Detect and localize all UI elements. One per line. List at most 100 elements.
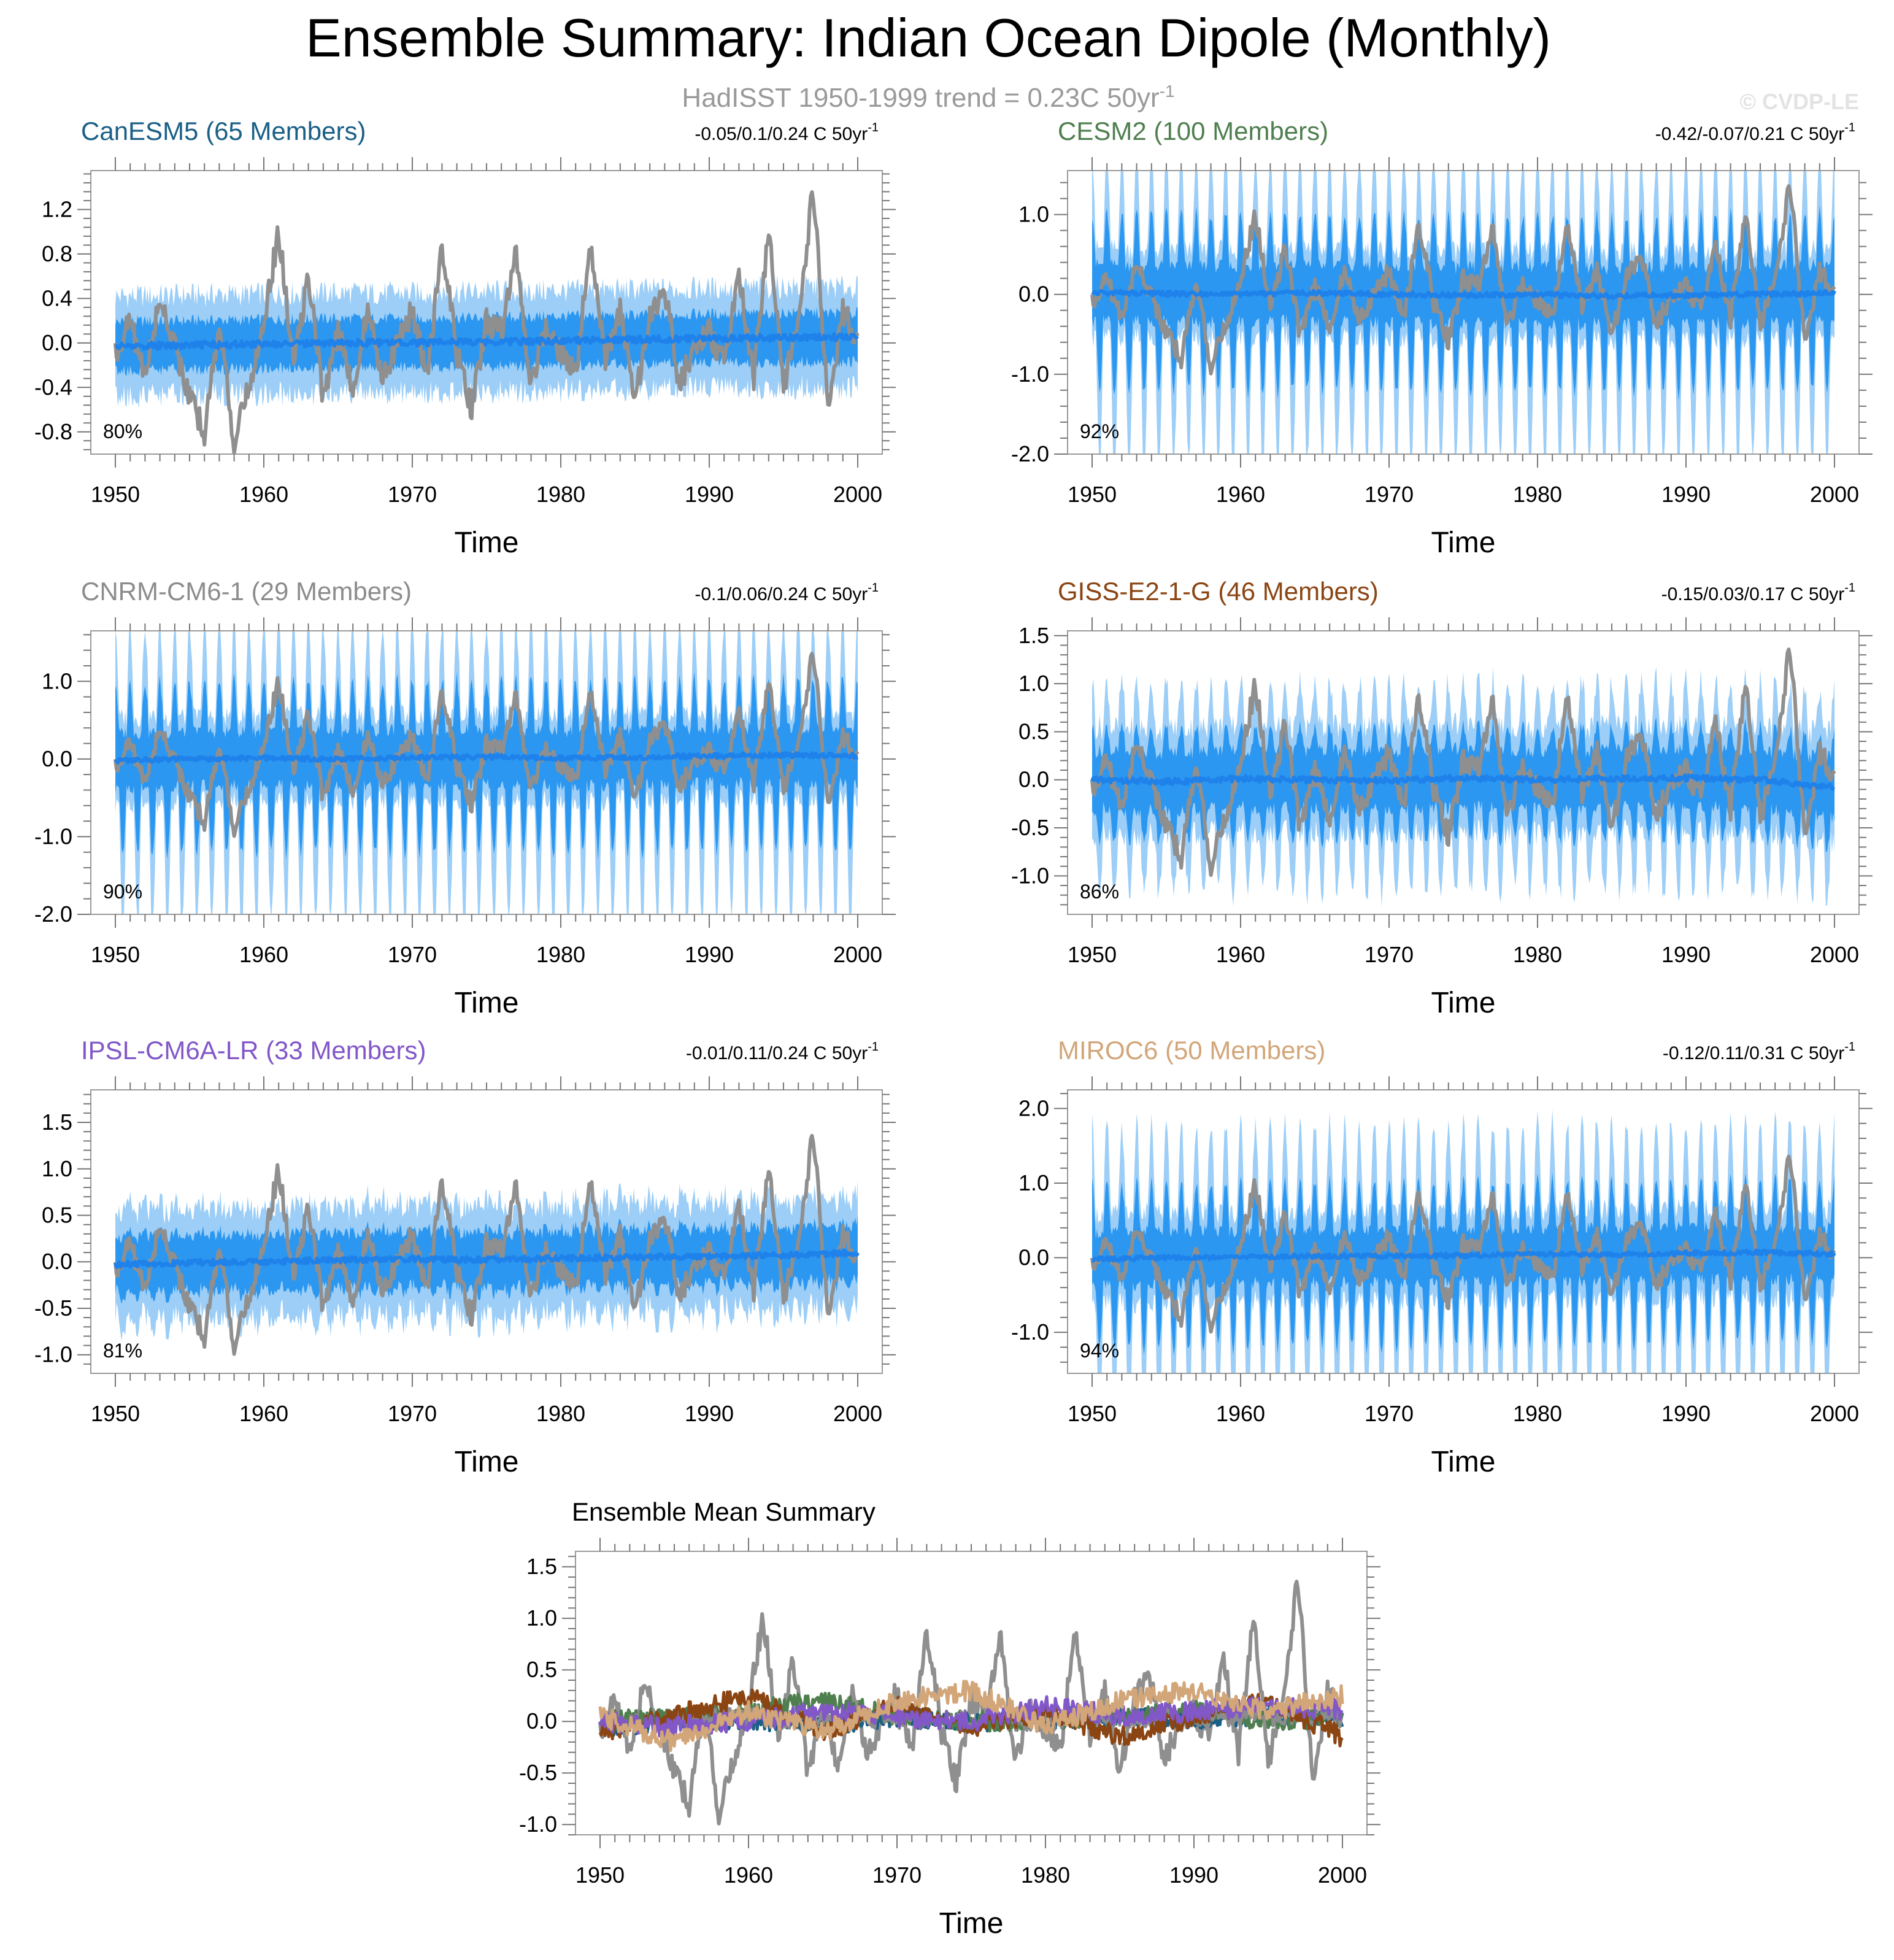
x-tick-label: 1950 bbox=[91, 942, 140, 967]
y-tick-label: -0.5 bbox=[1011, 815, 1049, 840]
y-tick-label: -1.0 bbox=[519, 1811, 557, 1837]
observation-line bbox=[1090, 647, 1836, 878]
x-tick-label: 1990 bbox=[685, 482, 734, 507]
trend-label-main: -0.1/0.06/0.24 C 50yr bbox=[695, 584, 868, 604]
observation-line bbox=[1090, 184, 1836, 376]
x-tick-label: 2000 bbox=[1810, 1401, 1859, 1426]
plot-area bbox=[598, 1580, 1344, 1826]
x-tick-label: 1990 bbox=[1661, 942, 1711, 967]
figure-subtitle: HadISST 1950-1999 trend = 0.23C 50yr-1 bbox=[682, 82, 1174, 113]
x-tick-label: 1980 bbox=[1513, 1401, 1562, 1426]
chart-panel-canesm5: 1950 1960 1970 1980 1990 2000 -0.8 -0.4 0.0 0.4 0.… bbox=[34, 117, 896, 559]
panel-title: CanESM5 (65 Members) bbox=[81, 117, 366, 145]
panel-title: IPSL-CM6A-LR (33 Members) bbox=[81, 1036, 426, 1065]
charts-container: 1950 1960 1970 1980 1990 2000 -0.8 -0.4 0.0 0.4 0.… bbox=[34, 117, 1873, 1940]
x-tick-label: 1970 bbox=[1365, 942, 1414, 967]
figure-title: Ensemble Summary: Indian Ocean Dipole (M… bbox=[306, 7, 1551, 68]
panel-title: CNRM-CM6-1 (29 Members) bbox=[81, 577, 412, 606]
trend-label-sup: -1 bbox=[868, 581, 879, 595]
x-tick-label: 1980 bbox=[536, 482, 585, 507]
chart-panel-summary: 1950 1960 1970 1980 1990 2000 -1.0 -0.5 0.0 0.5 1.… bbox=[519, 1497, 1380, 1940]
x-axis-label: Time bbox=[455, 987, 519, 1019]
panel-title: MIROC6 (50 Members) bbox=[1058, 1036, 1325, 1065]
chart-panel-miroc6: 1950 1960 1970 1980 1990 2000 -1.0 0.0 1.0 2.0 Tim… bbox=[1011, 1036, 1873, 1478]
plot-area bbox=[1090, 647, 1836, 908]
x-tick-label: 1950 bbox=[91, 482, 140, 507]
trend-label: -0.01/0.11/0.24 C 50yr-1 bbox=[686, 1040, 879, 1063]
series-line-ipsl bbox=[598, 1695, 1344, 1738]
y-tick-label: 1.0 bbox=[1018, 671, 1049, 696]
plot-area bbox=[1090, 171, 1836, 454]
x-axis-label: Time bbox=[1431, 987, 1496, 1019]
x-tick-label: 1970 bbox=[1365, 482, 1414, 507]
ensemble-mean-line bbox=[114, 1249, 860, 1269]
y-tick-label: 1.5 bbox=[526, 1554, 557, 1579]
y-tick-label: -2.0 bbox=[34, 901, 72, 927]
x-tick-label: 1970 bbox=[388, 482, 437, 507]
chart-panel-cesm2: 1950 1960 1970 1980 1990 2000 -2.0 -1.0 0.0 1.0 Ti… bbox=[1011, 117, 1873, 559]
plot-area bbox=[114, 631, 860, 914]
chart-panel-giss: 1950 1960 1970 1980 1990 2000 -1.0 -0.5 0.0 0.5 1.… bbox=[1011, 577, 1873, 1019]
x-tick-label: 1960 bbox=[239, 942, 288, 967]
x-tick-label: 1980 bbox=[1021, 1862, 1070, 1888]
trend-label-sup: -1 bbox=[1844, 121, 1855, 134]
y-tick-label: 0.0 bbox=[42, 1249, 72, 1274]
trend-label-sup: -1 bbox=[868, 1040, 879, 1054]
chart-panel-ipsl: 1950 1960 1970 1980 1990 2000 -1.0 -0.5 0.0 0.5 1.… bbox=[34, 1036, 896, 1478]
percent-label: 92% bbox=[1080, 420, 1119, 442]
y-tick-label: -1.0 bbox=[1011, 361, 1049, 387]
trend-label-main: -0.12/0.11/0.31 C 50yr bbox=[1663, 1043, 1844, 1063]
x-tick-label: 1990 bbox=[1661, 1401, 1711, 1426]
trend-label-main: -0.15/0.03/0.17 C 50yr bbox=[1661, 584, 1845, 604]
panel-title: GISS-E2-1-G (46 Members) bbox=[1058, 577, 1379, 606]
y-tick-label: 0.0 bbox=[526, 1708, 557, 1734]
figure-subtitle-main: HadISST 1950-1999 trend = 0.23C 50yr bbox=[682, 83, 1159, 113]
y-tick-label: 0.5 bbox=[1018, 719, 1049, 744]
trend-label-main: -0.05/0.1/0.24 C 50yr bbox=[695, 124, 868, 144]
y-tick-label: 0.0 bbox=[1018, 282, 1049, 307]
x-tick-label: 1970 bbox=[388, 942, 437, 967]
x-tick-label: 1960 bbox=[239, 482, 288, 507]
observation-line bbox=[1090, 1154, 1836, 1334]
y-tick-label: 1.0 bbox=[526, 1605, 557, 1630]
spread-band-inner bbox=[115, 671, 858, 860]
x-tick-label: 1970 bbox=[872, 1862, 922, 1888]
panel-title: Ensemble Mean Summary bbox=[572, 1497, 876, 1526]
y-tick-label: -2.0 bbox=[1011, 441, 1049, 466]
x-tick-label: 1990 bbox=[1661, 482, 1711, 507]
series-line-giss bbox=[598, 1688, 1344, 1748]
y-tick-label: 0.0 bbox=[1018, 1245, 1049, 1270]
trend-label-main: -0.42/-0.07/0.21 C 50yr bbox=[1655, 124, 1845, 144]
trend-label-main: -0.01/0.11/0.24 C 50yr bbox=[686, 1043, 868, 1063]
x-tick-label: 2000 bbox=[833, 942, 882, 967]
figure-subtitle-sup: -1 bbox=[1160, 82, 1175, 101]
spread-band-inner bbox=[1092, 206, 1834, 401]
y-tick-label: 0.4 bbox=[42, 285, 72, 311]
x-tick-label: 1980 bbox=[1513, 942, 1562, 967]
x-tick-label: 1990 bbox=[685, 942, 734, 967]
x-tick-label: 2000 bbox=[1318, 1862, 1367, 1888]
x-tick-label: 1990 bbox=[685, 1401, 734, 1426]
x-tick-label: 1970 bbox=[388, 1401, 437, 1426]
x-tick-label: 1960 bbox=[1216, 482, 1265, 507]
chart-panel-cnrm: 1950 1960 1970 1980 1990 2000 -2.0 -1.0 0.0 1.0 Ti… bbox=[34, 577, 896, 1019]
x-tick-label: 2000 bbox=[1810, 482, 1859, 507]
y-tick-label: 0.0 bbox=[42, 746, 72, 771]
percent-label: 81% bbox=[103, 1340, 142, 1362]
y-tick-label: -0.4 bbox=[34, 374, 72, 399]
y-tick-label: 0.0 bbox=[1018, 767, 1049, 792]
ensemble-mean-line bbox=[1091, 288, 1836, 300]
y-tick-label: 1.5 bbox=[42, 1109, 72, 1135]
x-tick-label: 2000 bbox=[833, 1401, 882, 1426]
trend-label: -0.12/0.11/0.31 C 50yr-1 bbox=[1663, 1040, 1855, 1063]
x-axis-label: Time bbox=[1431, 527, 1496, 559]
x-axis-label: Time bbox=[455, 527, 519, 559]
ensemble-mean-line bbox=[115, 332, 860, 351]
y-tick-label: -1.0 bbox=[34, 1342, 72, 1367]
trend-label: -0.05/0.1/0.24 C 50yr-1 bbox=[695, 121, 879, 144]
panel-title: CESM2 (100 Members) bbox=[1058, 117, 1328, 145]
plot-area bbox=[114, 1133, 860, 1356]
trend-label: -0.42/-0.07/0.21 C 50yr-1 bbox=[1655, 121, 1855, 144]
x-tick-label: 1980 bbox=[536, 942, 585, 967]
